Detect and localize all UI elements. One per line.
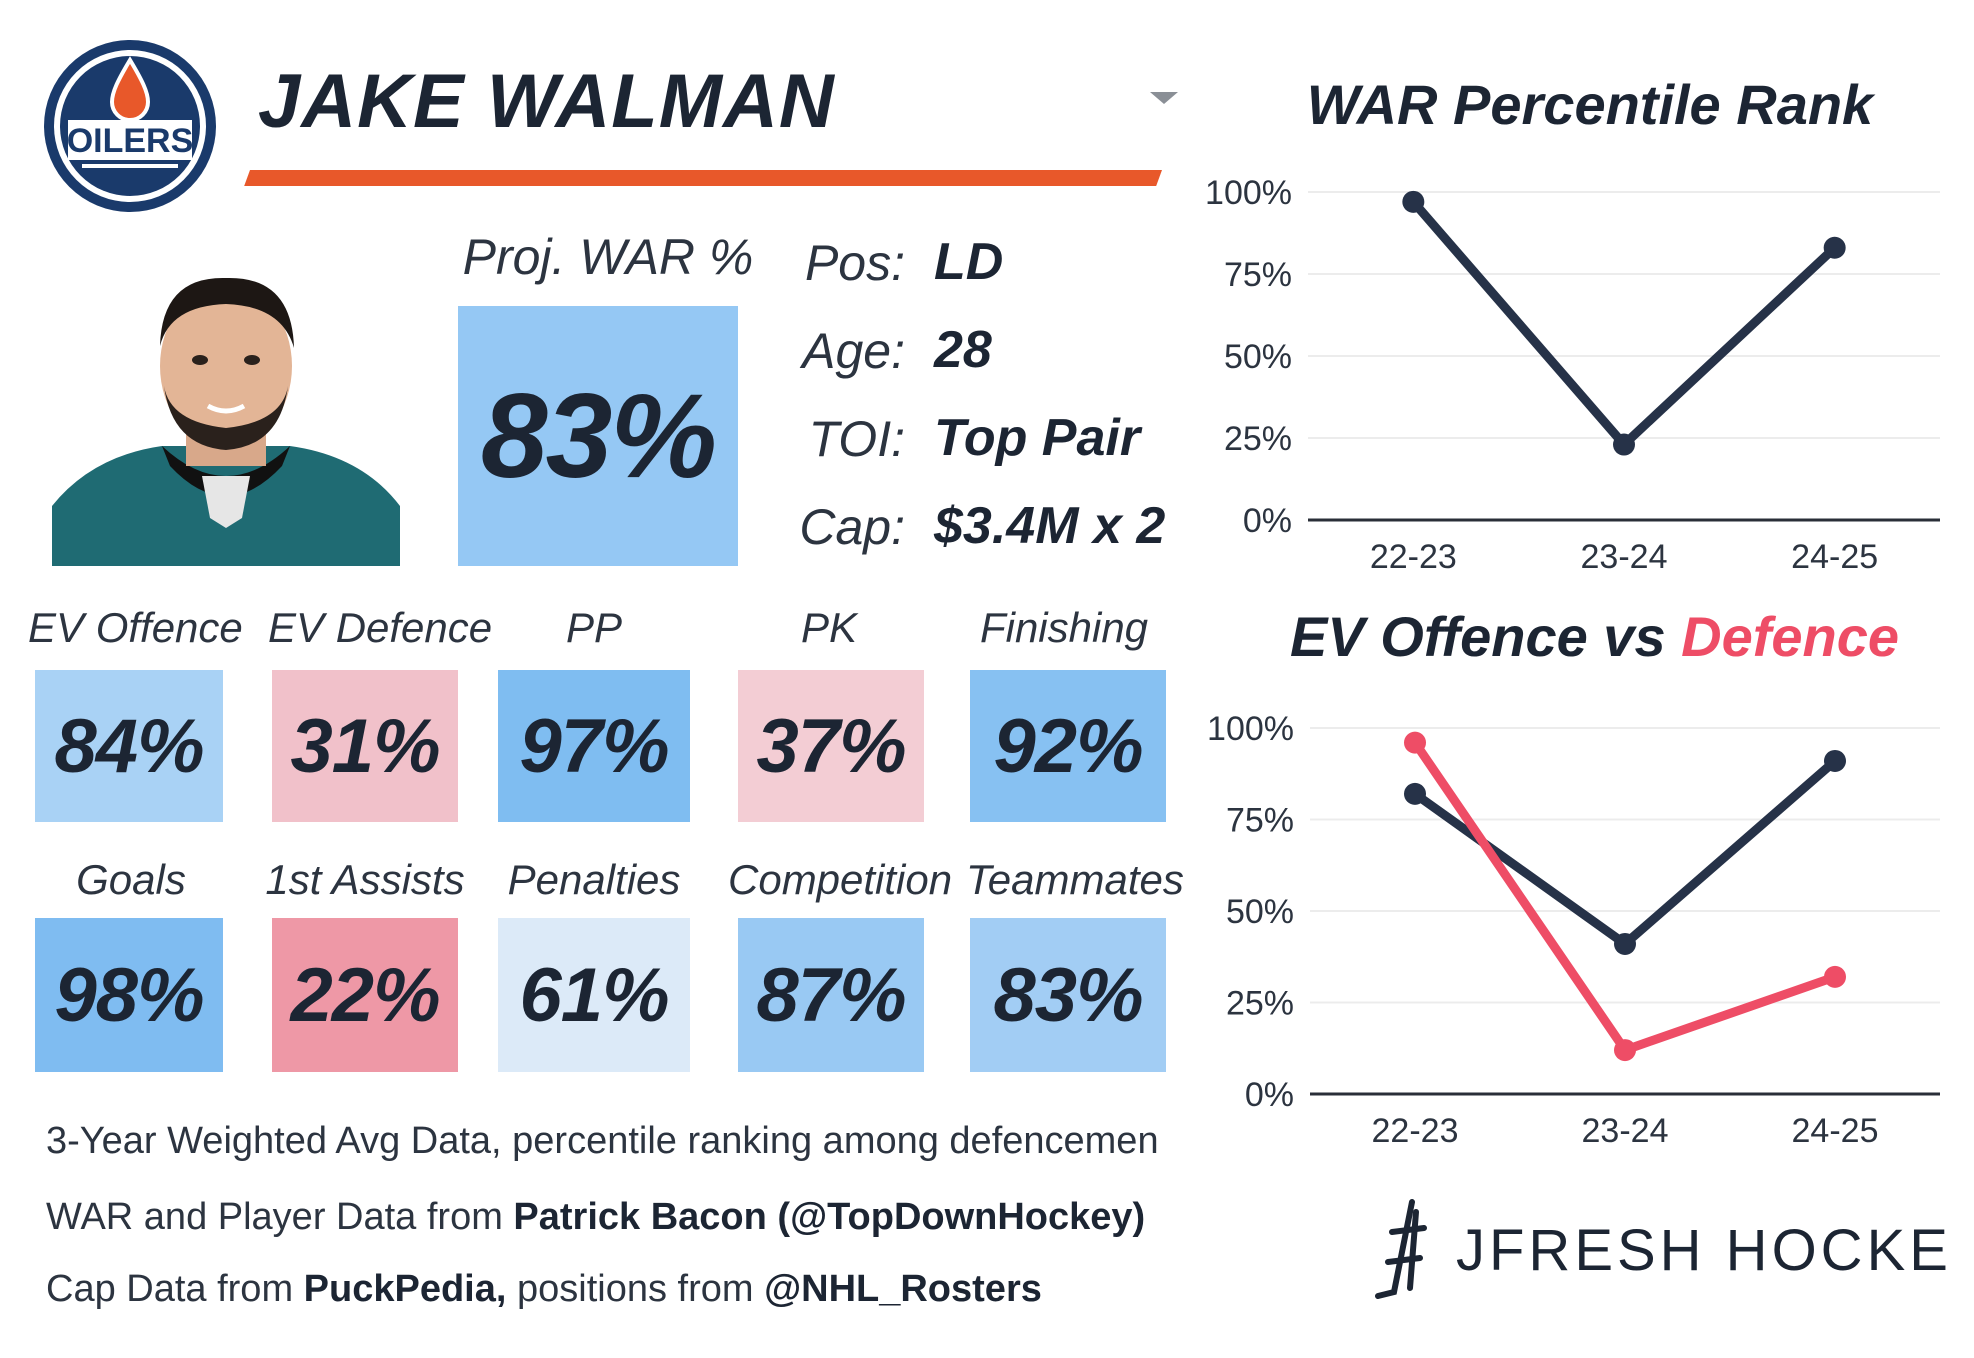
chart1-y-tick: 25%: [1224, 420, 1292, 458]
tile-label-pk: PK: [800, 604, 858, 651]
age-label: Age:: [802, 323, 905, 379]
tile-value-penalties: 61%: [519, 952, 669, 1038]
tile-value-competition: 87%: [756, 952, 906, 1038]
tile-value-pk: 37%: [756, 703, 906, 789]
chart2-title: EV Offence vs Defence: [1290, 604, 1899, 669]
tile-label-penalties: Penalties: [507, 856, 681, 903]
chart2-x-tick: 24-25: [1792, 1112, 1879, 1150]
logo-text: OILERS: [67, 122, 194, 160]
chart2-series-1-point: [1404, 782, 1426, 805]
hockey-stick-icon: [1375, 1199, 1427, 1299]
chart2-x-tick: 23-24: [1582, 1112, 1669, 1150]
tile-ev-defence: 31%: [272, 670, 458, 822]
chart2-series-2-line: [1410, 738, 1840, 1055]
chart2-series-1-point: [1614, 932, 1636, 955]
player-name: JAKE WALMAN: [258, 59, 835, 144]
footnote-method-text: 3-Year Weighted Avg Data, percentile ran…: [46, 1120, 1159, 1162]
pos-label: Pos:: [804, 235, 905, 291]
chart1-y-tick: 0%: [1243, 502, 1292, 540]
chart1-series-1-point: [1613, 433, 1635, 456]
footnote-positions-text: positions from: [506, 1268, 765, 1310]
projected-war-value: 83%: [480, 369, 717, 503]
jfresh-hockey-brand: JFRESH HOCKEY: [1375, 1199, 1952, 1299]
oilers-logo: OILERS: [44, 40, 216, 212]
footnote-method: 3-Year Weighted Avg Data, percentile ran…: [46, 1120, 1159, 1163]
chart2-series-1-point: [1824, 749, 1846, 772]
tile-value-pp: 97%: [519, 703, 669, 789]
chart1-x-tick: 23-24: [1581, 538, 1668, 576]
player-photo: [52, 277, 400, 566]
tile-label-teammates: Teammates: [966, 856, 1184, 903]
tile-label-pp: PP: [565, 604, 623, 651]
cap-value: $3.4M x 2: [934, 497, 1166, 555]
tile-pp: 97%: [498, 670, 690, 822]
pos-value: LD: [934, 233, 1004, 291]
chart1-y-tick: 100%: [1205, 174, 1292, 212]
cap-label: Cap:: [799, 499, 905, 555]
tile-label-competition: Competition: [728, 856, 953, 903]
chart2-series-2-point: [1824, 965, 1846, 988]
chart2-y-tick: 100%: [1207, 710, 1294, 748]
tile-label-ev-offence: EV Offence: [28, 604, 243, 651]
tile-label-ev-defence: EV Defence: [268, 604, 493, 651]
toi-label: TOI:: [808, 411, 905, 467]
tile-pk: 37%: [738, 670, 924, 822]
tile-value-teammates: 83%: [993, 952, 1143, 1038]
footnote-cap-source-name: PuckPedia,: [303, 1268, 507, 1310]
tile-teammates: 83%: [970, 918, 1166, 1072]
footnote-cap-text: Cap Data from: [46, 1268, 304, 1310]
chart1-x-tick: 22-23: [1370, 538, 1457, 576]
projected-war-label: Proj. WAR %: [462, 229, 754, 285]
tile-first-assists: 22%: [272, 918, 458, 1072]
chart1-series-1-line: [1408, 197, 1840, 450]
tile-goals: 98%: [35, 918, 223, 1072]
chart2-y-tick: 25%: [1226, 985, 1294, 1023]
tile-ev-offence: 84%: [35, 670, 223, 822]
tile-value-goals: 98%: [54, 952, 204, 1038]
chart1-y-tick: 50%: [1224, 338, 1292, 376]
chart2-y-tick: 50%: [1226, 893, 1294, 931]
ev-offence-defence-chart: 100% 75% 50% 25% 0% 22-23 23-24 24-25: [1207, 710, 1940, 1150]
chart2-series-1-line: [1410, 756, 1840, 949]
footnote-war-author: Patrick Bacon (@TopDownHockey): [513, 1196, 1146, 1238]
chart1-x-tick: 24-25: [1791, 538, 1878, 576]
tile-finishing: 92%: [970, 670, 1166, 822]
footnote-war-source: WAR and Player Data from Patrick Bacon (…: [46, 1196, 1145, 1239]
tile-value-ev-defence: 31%: [290, 703, 440, 789]
footnote-positions-source: @NHL_Rosters: [764, 1268, 1042, 1310]
tile-label-goals: Goals: [76, 856, 186, 903]
chart2-series-2-point: [1614, 1039, 1636, 1062]
chart1-series-1-point: [1823, 236, 1846, 259]
brand-name: JFRESH HOCKEY: [1456, 1218, 1952, 1283]
chart1-y-tick: 75%: [1224, 256, 1292, 294]
tile-competition: 87%: [738, 918, 924, 1072]
chart2-y-tick: 0%: [1245, 1076, 1294, 1114]
chart2-y-tick: 75%: [1226, 802, 1294, 840]
war-percentile-chart: 100% 75% 50% 25% 0% 22-23 23-24 24-25: [1205, 174, 1940, 576]
projected-war-box: 83%: [458, 306, 738, 566]
tile-value-finishing: 92%: [993, 703, 1143, 789]
chart2-title-part1: EV Offence vs: [1290, 605, 1682, 668]
dropdown-caret-icon[interactable]: [1150, 92, 1178, 104]
tile-value-ev-offence: 84%: [54, 703, 204, 789]
tile-penalties: 61%: [498, 918, 690, 1072]
name-underline: [244, 170, 1162, 186]
footnote-cap-source: Cap Data from PuckPedia, positions from …: [46, 1268, 1042, 1311]
footnote-war-text: WAR and Player Data from: [46, 1196, 514, 1238]
chart2-title-part2: Defence: [1681, 605, 1900, 668]
chart1-title: WAR Percentile Rank: [1306, 73, 1874, 136]
tile-label-finishing: Finishing: [979, 604, 1149, 651]
tile-value-first-assists: 22%: [290, 952, 440, 1038]
age-value: 28: [934, 321, 992, 379]
chart1-series-1-point: [1402, 190, 1425, 213]
chart2-series-2-point: [1404, 731, 1426, 754]
tile-label-first-assists: 1st Assists: [265, 856, 465, 903]
chart2-x-tick: 22-23: [1372, 1112, 1459, 1150]
toi-value: Top Pair: [934, 409, 1141, 467]
